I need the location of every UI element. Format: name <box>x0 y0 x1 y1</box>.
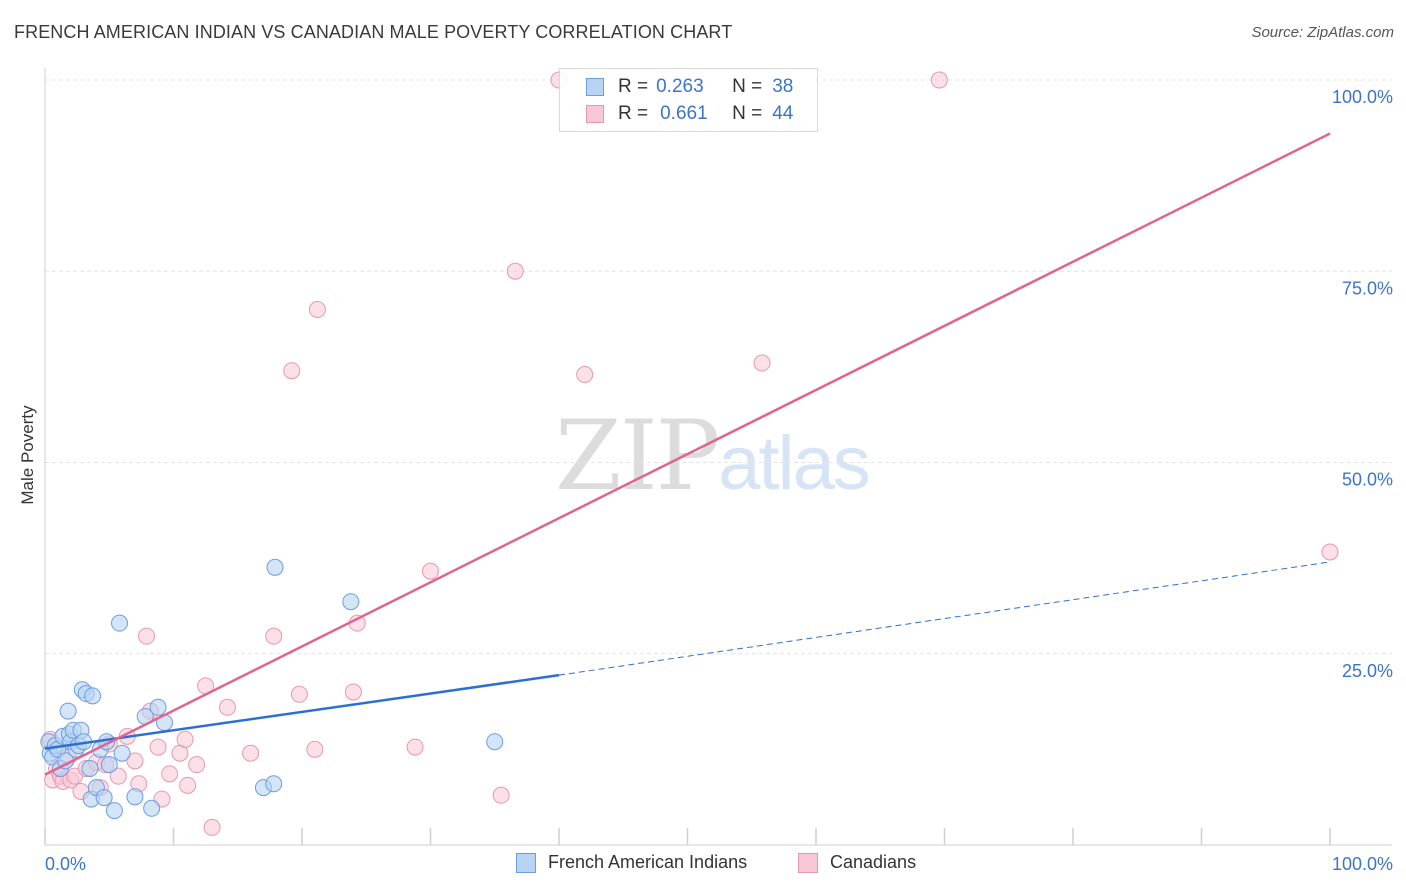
french-point <box>84 687 102 705</box>
legend-item-canadian: Canadians <box>798 852 916 873</box>
french-point <box>265 775 283 793</box>
x-tick-label: 100.0% <box>1332 854 1393 874</box>
french-trend-line <box>44 673 560 750</box>
canadian-point <box>203 818 221 836</box>
legend-swatch-french <box>516 852 536 873</box>
canadian-point <box>506 262 524 280</box>
canadian-point <box>179 776 197 794</box>
source-label: Source: ZipAtlas.com <box>1251 24 1394 41</box>
y-tick-label: 75.0% <box>1342 278 1393 298</box>
french-trend-extension <box>558 561 1331 676</box>
legend-n-label: N = <box>732 103 763 124</box>
legend-r-value-french: 0.263 <box>656 76 704 97</box>
canadian-point <box>109 767 127 785</box>
canadian-point <box>265 627 283 645</box>
canadian-point <box>188 756 206 774</box>
chart-title: FRENCH AMERICAN INDIAN VS CANADIAN MALE … <box>14 22 733 42</box>
canadian-trend-line <box>44 132 1331 776</box>
french-point <box>81 760 99 777</box>
legend-label-french: French American Indians <box>548 852 748 872</box>
legend-n-label: N = <box>732 76 763 97</box>
y-tick-label: 50.0% <box>1342 470 1393 490</box>
y-tick-label: 25.0% <box>1342 661 1393 681</box>
legend-row-canadian: R = 0.661 N = 44 <box>586 103 793 125</box>
french-point <box>342 593 360 611</box>
legend-r-value-canadian: 0.661 <box>660 103 708 124</box>
french-point <box>95 789 113 807</box>
french-point <box>143 799 161 817</box>
canadian-point <box>930 71 948 89</box>
y-tick-label: 100.0% <box>1332 87 1393 107</box>
canadian-point <box>576 366 594 384</box>
legend-r-label: R = <box>618 103 649 124</box>
watermark-zip: ZIP <box>555 400 720 512</box>
french-point <box>126 788 144 806</box>
french-point <box>111 614 129 632</box>
canadian-point <box>176 730 194 748</box>
french-point <box>149 698 167 716</box>
watermark: ZIPatlas <box>555 400 871 512</box>
canadian-point <box>149 738 167 756</box>
canadian-point <box>406 738 424 756</box>
watermark-atlas: atlas <box>718 421 871 506</box>
legend-n-value-french: 38 <box>772 76 794 97</box>
canadian-point <box>138 627 156 645</box>
french-point <box>113 744 131 762</box>
canadian-point <box>492 786 510 804</box>
legend-swatch-french <box>586 78 604 96</box>
correlation-legend: R = 0.263 N = 38 R = 0.661 N = 44 <box>559 68 818 132</box>
french-point <box>266 558 284 576</box>
series-legend: French American Indians Canadians <box>0 852 1406 876</box>
canadian-point <box>126 752 144 770</box>
canadian-point <box>290 685 308 703</box>
canadian-point <box>308 301 326 318</box>
legend-item-french: French American Indians <box>516 852 747 873</box>
canadian-point <box>753 354 771 372</box>
canadian-point <box>344 683 362 701</box>
canadian-point <box>422 562 439 580</box>
french-point <box>59 702 77 720</box>
french-point <box>486 733 504 751</box>
canadian-point <box>161 765 179 783</box>
canadian-point <box>283 362 301 380</box>
canadian-point <box>306 740 324 758</box>
canadian-point <box>242 744 260 762</box>
canadian-point <box>1321 543 1339 561</box>
legend-n-value-canadian: 44 <box>772 103 794 124</box>
legend-row-french: R = 0.263 N = 38 <box>586 76 793 98</box>
legend-r-label: R = <box>618 76 649 97</box>
canadian-point <box>218 698 236 716</box>
legend-swatch-canadian <box>586 105 604 123</box>
french-point <box>105 802 123 820</box>
legend-label-canadian: Canadians <box>830 852 917 872</box>
french-point <box>100 756 118 774</box>
legend-swatch-canadian <box>798 852 818 873</box>
x-tick-label: 0.0% <box>45 854 86 874</box>
